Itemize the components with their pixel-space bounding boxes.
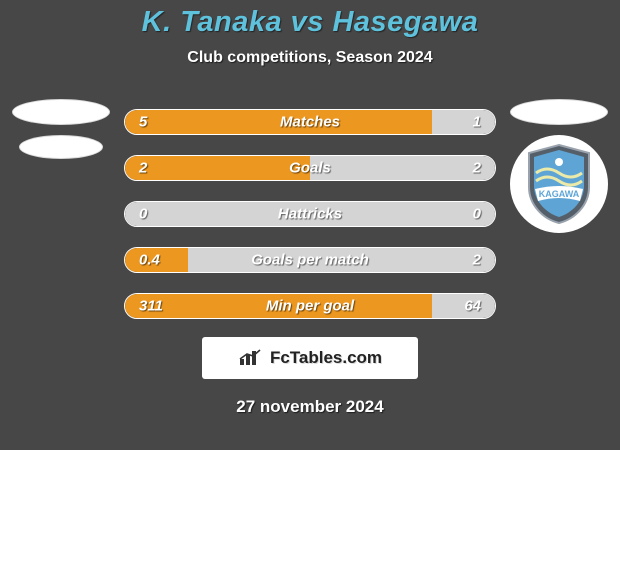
stat-right-value: 2 — [473, 160, 481, 177]
stat-bar: 0 0 Hattricks — [124, 201, 496, 227]
stat-right-value: 64 — [464, 298, 481, 315]
stats-region: 5 1 Matches 2 2 Goals 0 0 Hattricks 0.4 2 Goals per… — [0, 109, 620, 337]
player-left-avatars — [12, 99, 110, 159]
stat-left-value: 0.4 — [139, 252, 160, 269]
svg-text:KAGAWA: KAGAWA — [539, 189, 580, 199]
bar-seg-left — [125, 110, 432, 134]
stat-right-value: 2 — [473, 252, 481, 269]
stat-left-value: 2 — [139, 160, 147, 177]
stat-left-value: 0 — [139, 206, 147, 223]
stat-right-value: 1 — [473, 114, 481, 131]
source-text: FcTables.com — [270, 348, 382, 368]
stat-label: Goals per match — [251, 252, 369, 269]
stat-bars: 5 1 Matches 2 2 Goals 0 0 Hattricks 0.4 2 Goals per… — [124, 109, 496, 319]
club-placeholder — [19, 135, 103, 159]
stat-bar: 2 2 Goals — [124, 155, 496, 181]
stat-label: Matches — [280, 114, 340, 131]
stat-bar: 311 64 Min per goal — [124, 293, 496, 319]
stat-bar: 5 1 Matches — [124, 109, 496, 135]
stat-right-value: 0 — [473, 206, 481, 223]
subtitle: Club competitions, Season 2024 — [187, 49, 432, 67]
date-text: 27 november 2024 — [236, 397, 383, 417]
stat-left-value: 311 — [139, 298, 163, 315]
stat-bar: 0.4 2 Goals per match — [124, 247, 496, 273]
stat-label: Hattricks — [278, 206, 342, 223]
stat-label: Goals — [289, 160, 331, 177]
avatar-placeholder — [12, 99, 110, 125]
bar-seg-right — [432, 110, 495, 134]
club-badge-right: KAGAWA — [510, 135, 608, 233]
stat-label: Min per goal — [266, 298, 354, 315]
source-badge[interactable]: FcTables.com — [202, 337, 418, 379]
bar-seg-left — [125, 156, 310, 180]
avatar-placeholder — [510, 99, 608, 125]
comparison-card: K. Tanaka vs Hasegawa Club competitions,… — [0, 0, 620, 450]
bars-icon — [238, 349, 264, 367]
page-title: K. Tanaka vs Hasegawa — [142, 6, 479, 39]
shield-icon: KAGAWA — [523, 143, 595, 225]
player-right-avatars: KAGAWA — [510, 99, 608, 233]
bar-seg-right — [310, 156, 495, 180]
stat-left-value: 5 — [139, 114, 147, 131]
